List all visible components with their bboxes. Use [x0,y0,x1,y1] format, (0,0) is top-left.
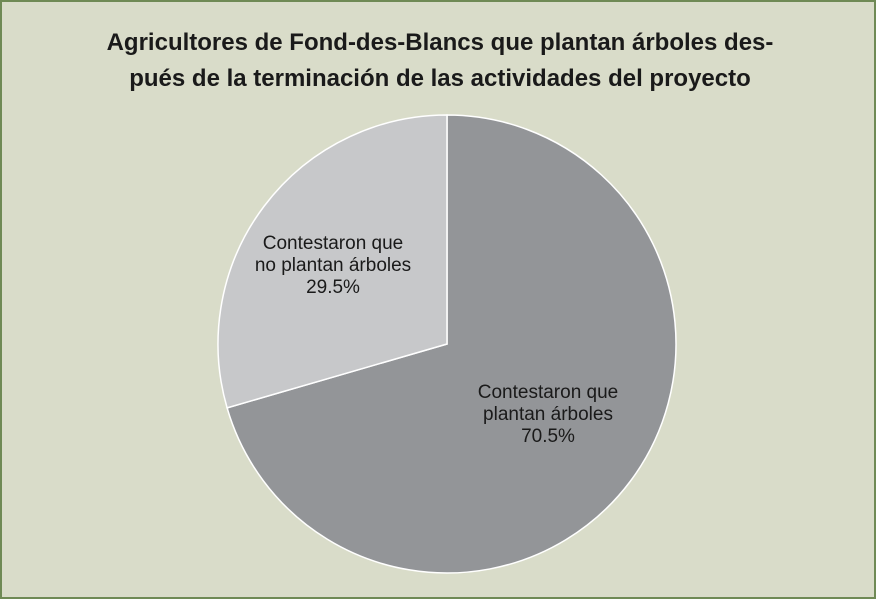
value-label: 29.5% [306,277,360,298]
chart-title: Agricultores de Fond-des-Blancs que plan… [107,29,774,56]
slice-label: Contestaron que plantan árboles 70.5% [453,382,643,448]
category-name: Contestaron que plantan árboles [477,382,619,425]
chart-title: pués de la terminación de las actividade… [129,65,751,92]
value-label: 70.5% [521,426,575,447]
pie-slice [226,114,677,574]
slice-label: Contestaron que no plantan árboles 29.5% [253,233,413,299]
pie-slice [217,114,448,409]
category-name: Contestaron que no plantan árboles [254,233,412,276]
